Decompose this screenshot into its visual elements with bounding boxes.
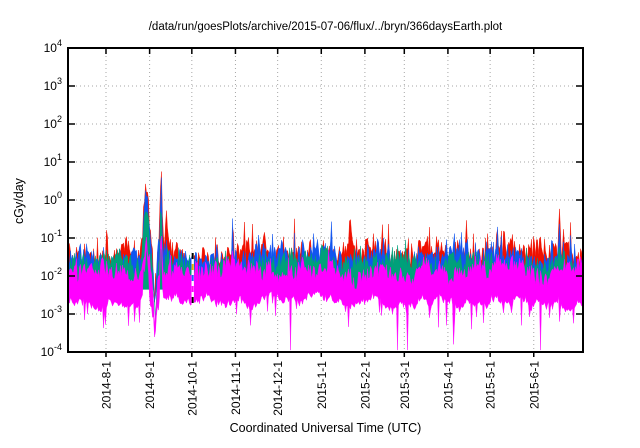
y-tick-label: 10-2 [41,266,62,283]
x-tick-label: 2014-10-1 [185,361,199,416]
grid-lines [68,48,583,352]
x-tick-labels: 2014-8-1 2014-9-1 2014-10-1 2014-11-1 2014-1… [99,361,541,416]
x-tick-label: 2014-12-1 [271,361,285,416]
x-tick-label: 2015-3-1 [398,361,412,409]
x-tick-label: 2015-6-1 [527,361,541,409]
x-tick-label: 2015-4-1 [441,361,455,409]
x-tick-label: 2014-8-1 [99,361,113,409]
x-tick-label: 2014-9-1 [143,361,157,409]
axis-ticks [68,47,583,357]
x-axis-label: Coordinated Universal Time (UTC) [229,421,422,435]
y-tick-label: 10-1 [41,228,62,245]
x-tick-label: 2015-1-1 [315,361,329,409]
y-tick-label: 103 [44,76,62,93]
x-tick-label: 2015-2-1 [358,361,372,409]
y-tick-label: 102 [44,114,62,131]
y-tick-label: 101 [44,152,62,169]
x-tick-label: 2015-5-1 [484,361,498,409]
y-tick-label: 100 [44,190,62,207]
plot-title: /data/run/goesPlots/archive/2015-07-06/f… [148,21,503,33]
y-tick-label: 10-3 [41,304,62,321]
y-tick-labels: 104 103 102 101 100 10-1 10-2 10-3 10-4 [41,38,62,359]
y-tick-label: 10-4 [41,342,62,359]
y-tick-label: 104 [44,38,62,55]
data-gap-marker [191,249,194,311]
x-tick-label: 2014-11-1 [229,361,243,415]
series-plots [68,171,583,351]
